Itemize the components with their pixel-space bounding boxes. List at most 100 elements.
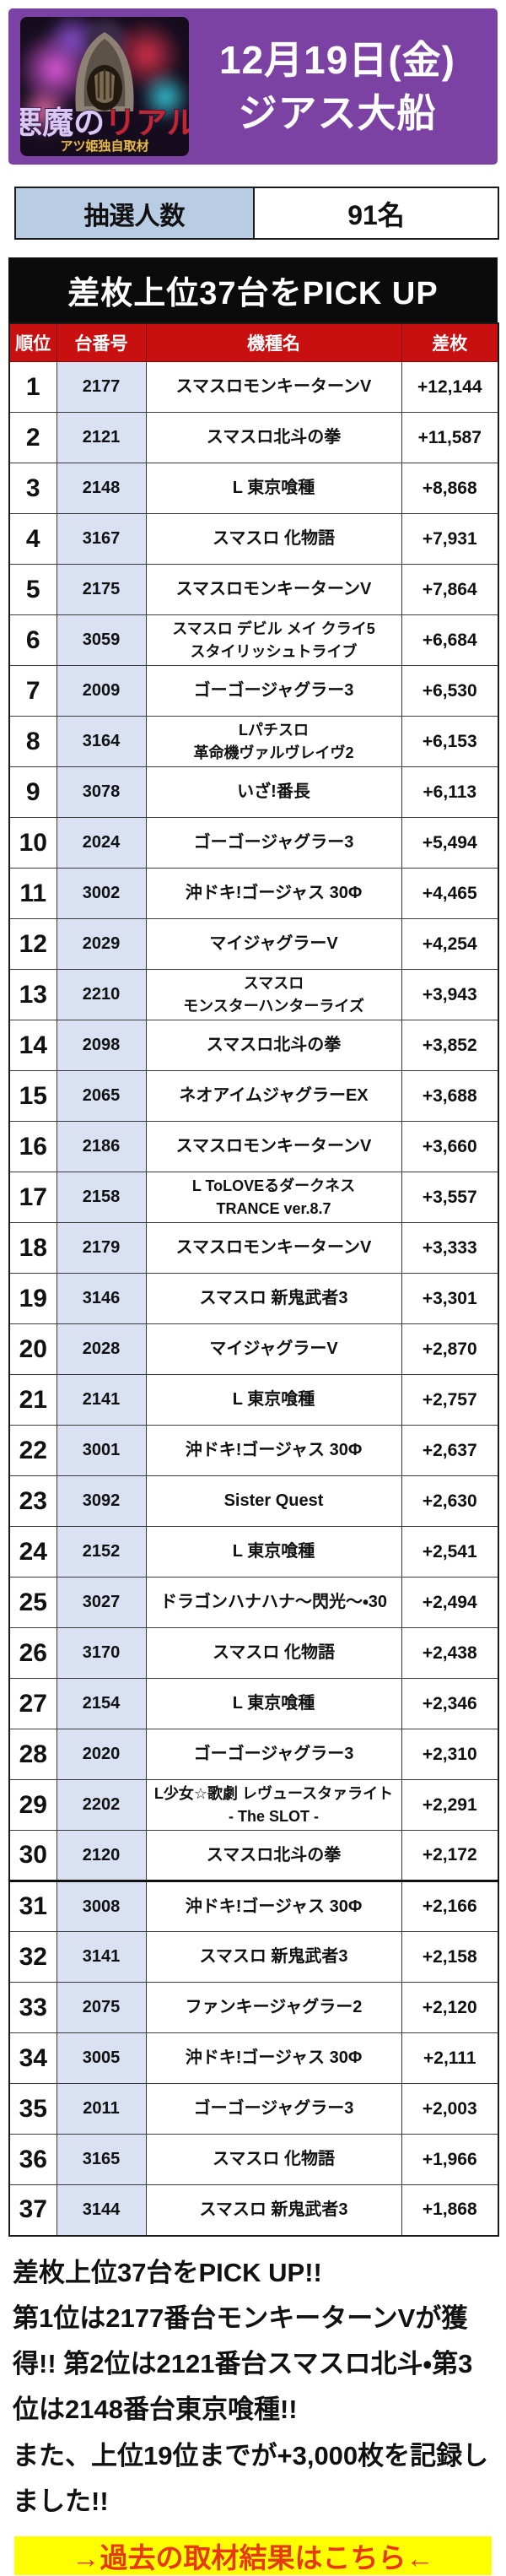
diff-cell: +11,587 bbox=[401, 412, 499, 463]
table-row: 24 2152 L 東京喰種 +2,541 bbox=[8, 1526, 499, 1578]
rank-cell: 1 bbox=[8, 361, 57, 413]
diff-cell: +3,557 bbox=[401, 1172, 499, 1223]
table-row: 15 2065 ネオアイムジャグラーEX +3,688 bbox=[8, 1070, 499, 1122]
model-name-cell: スマスロモンキーターンV bbox=[145, 1222, 402, 1274]
machine-number-cell: 3059 bbox=[56, 614, 147, 666]
table-row: 14 2098 スマスロ北斗の拳 +3,852 bbox=[8, 1020, 499, 1071]
table-row: 31 3008 沖ドキ!ゴージャス 30Φ +2,166 bbox=[8, 1880, 499, 1932]
table-row: 37 3144 スマスロ 新鬼武者3 +1,868 bbox=[8, 2184, 499, 2236]
table-row: 21 2141 L 東京喰種 +2,757 bbox=[8, 1374, 499, 1426]
machine-number-cell: 2141 bbox=[56, 1374, 147, 1426]
model-name-cell: スマスロ 化物語 bbox=[145, 1627, 402, 1679]
model-name-cell: 沖ドキ!ゴージャス 30Φ bbox=[145, 2032, 402, 2084]
logo-title: 悪魔のリアル bbox=[20, 106, 189, 140]
model-name-cell: L 東京喰種 bbox=[145, 1526, 402, 1578]
diff-cell: +6,530 bbox=[401, 665, 499, 717]
rank-cell: 32 bbox=[8, 1931, 57, 1983]
rank-cell: 19 bbox=[8, 1273, 57, 1324]
model-name-cell: L ToLOVEるダークネス TRANCE ver.8.7 bbox=[145, 1172, 402, 1223]
model-name-cell: ゴーゴージャグラー3 bbox=[145, 665, 402, 717]
rank-cell: 34 bbox=[8, 2032, 57, 2084]
machine-number-cell: 3008 bbox=[56, 1880, 147, 1932]
diff-cell: +2,637 bbox=[401, 1425, 499, 1476]
model-name-cell: L 東京喰種 bbox=[145, 1678, 402, 1729]
rank-cell: 37 bbox=[8, 2184, 57, 2236]
model-name-cell: スマスロ北斗の拳 bbox=[145, 1830, 402, 1881]
diff-cell: +7,931 bbox=[401, 513, 499, 565]
diff-cell: +3,688 bbox=[401, 1070, 499, 1122]
table-row: 13 2210 スマスロ モンスターハンターライズ +3,943 bbox=[8, 969, 499, 1020]
model-name-cell: ファンキージャグラー2 bbox=[145, 1982, 402, 2033]
diff-cell: +3,333 bbox=[401, 1222, 499, 1274]
model-name-cell: スマスロ北斗の拳 bbox=[145, 1020, 402, 1071]
model-name-cell: ゴーゴージャグラー3 bbox=[145, 817, 402, 869]
diff-cell: +12,144 bbox=[401, 361, 499, 413]
lottery-count-value: 91名 bbox=[255, 188, 498, 238]
machine-number-cell: 3001 bbox=[56, 1425, 147, 1476]
machine-number-cell: 2154 bbox=[56, 1678, 147, 1729]
table-row: 17 2158 L ToLOVEるダークネス TRANCE ver.8.7 +3,… bbox=[8, 1172, 499, 1223]
machine-number-cell: 3165 bbox=[56, 2134, 147, 2185]
rank-cell: 29 bbox=[8, 1779, 57, 1831]
table-row: 30 2120 スマスロ北斗の拳 +2,172 bbox=[8, 1830, 499, 1881]
table-row: 9 3078 いざ!番長 +6,113 bbox=[8, 766, 499, 818]
header-machine-number: 台番号 bbox=[56, 322, 147, 362]
table-row: 7 2009 ゴーゴージャグラー3 +6,530 bbox=[8, 665, 499, 717]
model-name-cell: スマスロ 化物語 bbox=[145, 513, 402, 565]
rank-cell: 13 bbox=[8, 969, 57, 1020]
diff-cell: +4,465 bbox=[401, 868, 499, 919]
table-row: 1 2177 スマスロモンキーターンV +12,144 bbox=[8, 361, 499, 413]
machine-number-cell: 2177 bbox=[56, 361, 147, 413]
table-row: 28 2020 ゴーゴージャグラー3 +2,310 bbox=[8, 1729, 499, 1780]
model-name-cell: 沖ドキ!ゴージャス 30Φ bbox=[145, 1425, 402, 1476]
rank-cell: 28 bbox=[8, 1729, 57, 1780]
diff-cell: +2,494 bbox=[401, 1577, 499, 1628]
diff-cell: +2,310 bbox=[401, 1729, 499, 1780]
diff-cell: +6,684 bbox=[401, 614, 499, 666]
rank-cell: 25 bbox=[8, 1577, 57, 1628]
machine-number-cell: 3092 bbox=[56, 1475, 147, 1527]
table-row: 2 2121 スマスロ北斗の拳 +11,587 bbox=[8, 412, 499, 463]
table-row: 22 3001 沖ドキ!ゴージャス 30Φ +2,637 bbox=[8, 1425, 499, 1476]
model-name-cell: ゴーゴージャグラー3 bbox=[145, 2083, 402, 2135]
rank-cell: 26 bbox=[8, 1627, 57, 1679]
machine-number-cell: 3078 bbox=[56, 766, 147, 818]
diff-cell: +2,158 bbox=[401, 1931, 499, 1983]
model-name-cell: スマスロ 新鬼武者3 bbox=[145, 1931, 402, 1983]
diff-cell: +6,113 bbox=[401, 766, 499, 818]
table-row: 8 3164 Lパチスロ 革命機ヴァルヴレイヴ2 +6,153 bbox=[8, 716, 499, 767]
model-name-cell: マイジャグラーV bbox=[145, 918, 402, 970]
machine-number-cell: 2210 bbox=[56, 969, 147, 1020]
table-row: 19 3146 スマスロ 新鬼武者3 +3,301 bbox=[8, 1273, 499, 1324]
diff-cell: +3,943 bbox=[401, 969, 499, 1020]
machine-number-cell: 2065 bbox=[56, 1070, 147, 1122]
model-name-cell: L 東京喰種 bbox=[145, 1374, 402, 1426]
table-row: 10 2024 ゴーゴージャグラー3 +5,494 bbox=[8, 817, 499, 869]
table-row: 23 3092 Sister Quest +2,630 bbox=[8, 1475, 499, 1527]
diff-cell: +7,864 bbox=[401, 564, 499, 615]
machine-number-cell: 2011 bbox=[56, 2083, 147, 2135]
table-header-row: 順位 台番号 機種名 差枚 bbox=[8, 322, 499, 362]
table-row: 4 3167 スマスロ 化物語 +7,931 bbox=[8, 513, 499, 565]
event-logo-image: 悪魔のリアル アツ姫独自取材 bbox=[20, 17, 189, 156]
header-diff: 差枚 bbox=[401, 322, 499, 362]
diff-cell: +2,003 bbox=[401, 2083, 499, 2135]
machine-number-cell: 2179 bbox=[56, 1222, 147, 1274]
machine-number-cell: 2148 bbox=[56, 463, 147, 514]
rank-cell: 2 bbox=[8, 412, 57, 463]
model-name-cell: スマスロモンキーターンV bbox=[145, 1121, 402, 1172]
machine-number-cell: 2075 bbox=[56, 1982, 147, 2033]
rank-cell: 35 bbox=[8, 2083, 57, 2135]
lottery-count-label: 抽選人数 bbox=[16, 188, 255, 238]
model-name-cell: スマスロモンキーターンV bbox=[145, 361, 402, 413]
diff-cell: +1,966 bbox=[401, 2134, 499, 2185]
rank-cell: 5 bbox=[8, 564, 57, 615]
diff-cell: +2,630 bbox=[401, 1475, 499, 1527]
summary-line-1: 差枚上位37台をPICK UP!! bbox=[13, 2257, 322, 2287]
rank-cell: 27 bbox=[8, 1678, 57, 1729]
event-date: 12月19日(金) bbox=[219, 38, 455, 83]
header-rank: 順位 bbox=[8, 322, 57, 362]
model-name-cell: スマスロ 化物語 bbox=[145, 2134, 402, 2185]
machine-number-cell: 3002 bbox=[56, 868, 147, 919]
diff-cell: +6,153 bbox=[401, 716, 499, 767]
